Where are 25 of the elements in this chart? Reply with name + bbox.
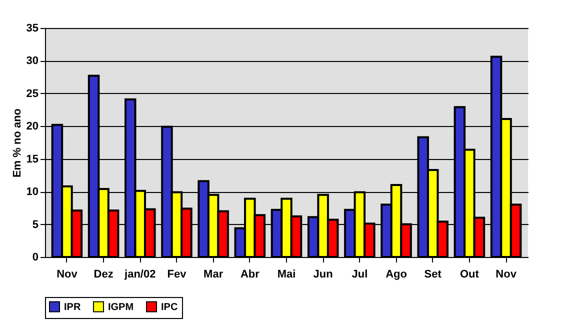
x-tick-label: Dez bbox=[94, 268, 114, 280]
x-tick-label: Jul bbox=[352, 268, 368, 280]
y-tick-label: 25 bbox=[26, 88, 38, 100]
y-tick-label: 5 bbox=[32, 218, 38, 231]
x-tick-label: Abr bbox=[240, 268, 260, 280]
y-axis-title: Em % no ano bbox=[11, 108, 24, 178]
x-tick-label: Fev bbox=[167, 268, 188, 280]
y-tick-label: 35 bbox=[26, 22, 38, 34]
y-tick-label: 0 bbox=[32, 252, 38, 264]
x-tick-label: Out bbox=[460, 268, 480, 280]
x-tick-label: Nov bbox=[56, 268, 78, 280]
legend-label: IPC bbox=[161, 302, 178, 313]
legend-label: IGPM bbox=[108, 302, 134, 313]
x-tick-label: Nov bbox=[496, 268, 518, 280]
x-tick-label: Jun bbox=[313, 268, 334, 280]
y-tick-label: 30 bbox=[26, 55, 38, 68]
x-tick-label: Ago bbox=[386, 268, 408, 280]
y-tick-label: 15 bbox=[26, 153, 38, 166]
x-tick-label: Mai bbox=[277, 268, 296, 280]
y-tick-label: 20 bbox=[26, 120, 38, 133]
y-tick-label: 10 bbox=[26, 186, 38, 198]
legend-label: IPR bbox=[64, 302, 82, 313]
x-tick-label: jan/02 bbox=[124, 268, 156, 280]
x-tick-label: Mar bbox=[204, 268, 224, 280]
x-tick-label: Set bbox=[424, 268, 442, 280]
